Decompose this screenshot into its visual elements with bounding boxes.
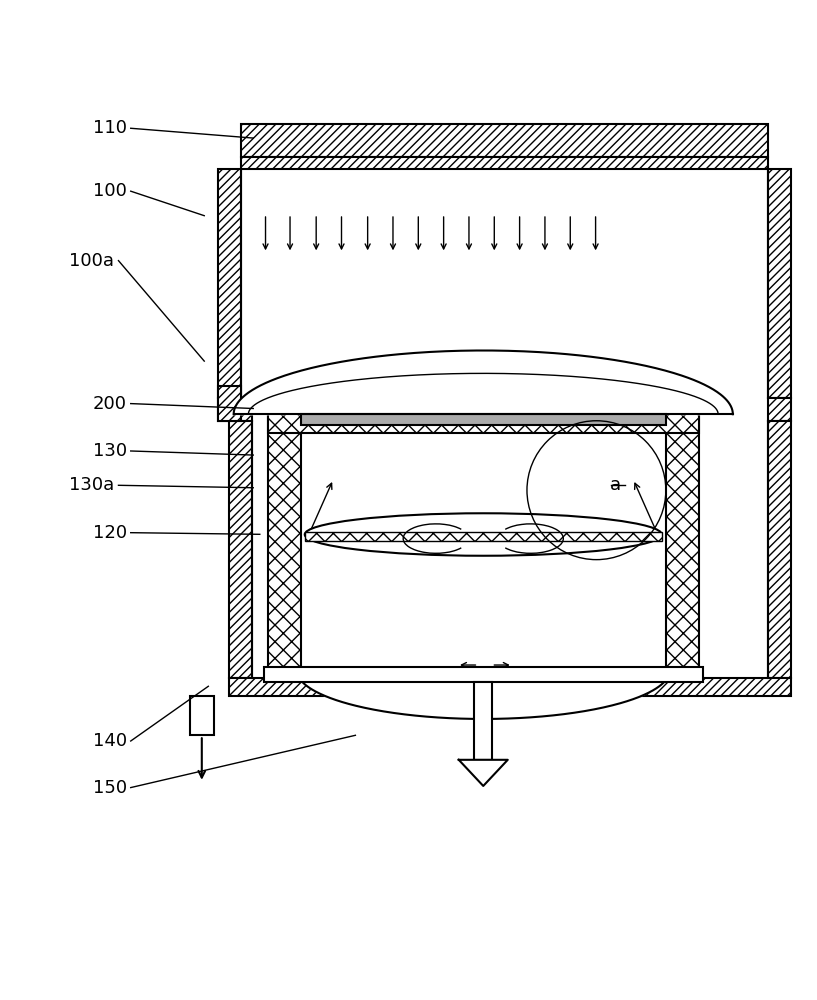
Text: 130: 130: [92, 442, 127, 460]
Bar: [666, 402, 699, 678]
Bar: [229, 678, 791, 696]
Polygon shape: [458, 760, 507, 786]
Bar: [268, 402, 301, 678]
Bar: [229, 421, 252, 678]
Text: 200: 200: [92, 395, 127, 413]
Ellipse shape: [305, 513, 662, 556]
Polygon shape: [297, 670, 670, 719]
Bar: [190, 696, 214, 735]
Bar: [301, 414, 666, 425]
Text: 120: 120: [92, 524, 127, 542]
Bar: [305, 532, 662, 541]
Bar: [768, 398, 791, 421]
Bar: [474, 682, 492, 760]
Bar: [768, 169, 791, 398]
Bar: [768, 421, 791, 678]
Text: 150: 150: [92, 779, 127, 797]
Bar: [241, 124, 768, 157]
Bar: [264, 667, 703, 682]
Text: 110: 110: [92, 119, 127, 137]
Bar: [268, 402, 699, 433]
Text: a: a: [609, 476, 621, 494]
Bar: [218, 386, 241, 421]
Bar: [218, 398, 252, 421]
Bar: [218, 169, 241, 398]
Text: 130a: 130a: [69, 476, 114, 494]
Text: 100a: 100a: [69, 252, 114, 270]
Text: 100: 100: [93, 182, 127, 200]
Text: 140: 140: [92, 732, 127, 750]
Bar: [241, 157, 768, 169]
